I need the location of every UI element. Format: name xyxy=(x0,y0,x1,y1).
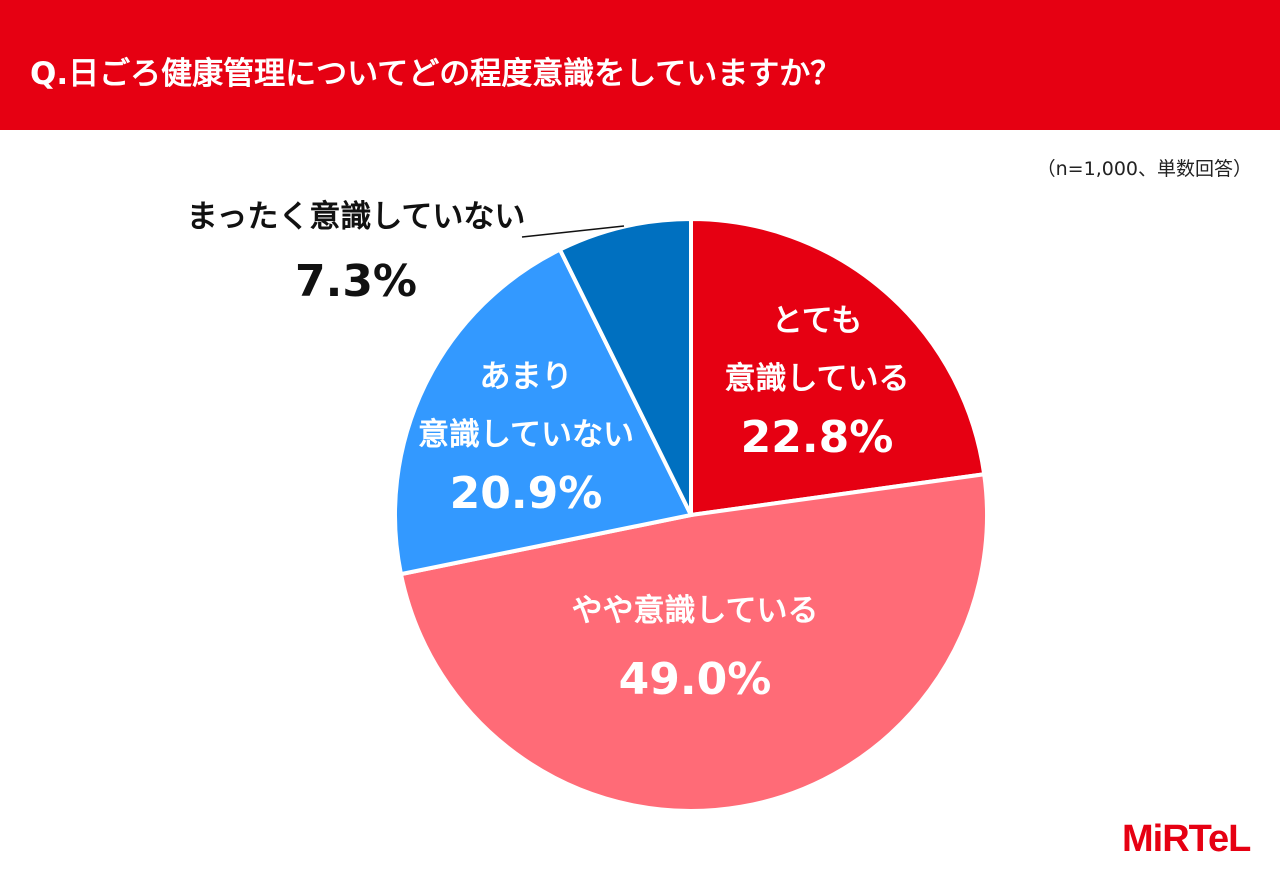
slice-1-value: 49.0% xyxy=(618,654,772,705)
slice-0-category-line1: とても xyxy=(771,303,863,339)
mirtel-logo: MiRTeL xyxy=(1122,818,1251,860)
slice-0-value: 22.8% xyxy=(740,412,894,463)
label-slice-3: まったく意識していない 7.3% xyxy=(187,188,526,312)
slice-2-value: 20.9% xyxy=(449,468,603,519)
sample-note: （n=1,000、単数回答） xyxy=(1036,158,1252,180)
pie-slice-2 xyxy=(393,246,694,577)
slice-3-category: まったく意識していない xyxy=(186,199,526,235)
leader-line xyxy=(521,225,625,238)
label-slice-0: とても 意識している 22.8% xyxy=(724,292,909,468)
slice-2-category-line1: あまり xyxy=(479,359,573,395)
slice-0-category-line2: 意識している xyxy=(724,361,910,397)
pie-slice-0 xyxy=(689,216,987,518)
slice-1-category: やや意識している xyxy=(571,593,819,629)
pie-slice-1 xyxy=(398,471,989,813)
label-slice-2: あまり 意識していない 20.9% xyxy=(418,348,634,524)
slice-3-value: 7.3% xyxy=(294,256,418,307)
question-title: Q.日ごろ健康管理についてどの程度意識をしていますか？ xyxy=(30,56,842,92)
slice-2-category-line2: 意識していない xyxy=(417,417,635,453)
header-bar: Q.日ごろ健康管理についてどの程度意識をしていますか？ xyxy=(0,0,1280,130)
label-slice-1: やや意識している 49.0% xyxy=(571,582,818,710)
